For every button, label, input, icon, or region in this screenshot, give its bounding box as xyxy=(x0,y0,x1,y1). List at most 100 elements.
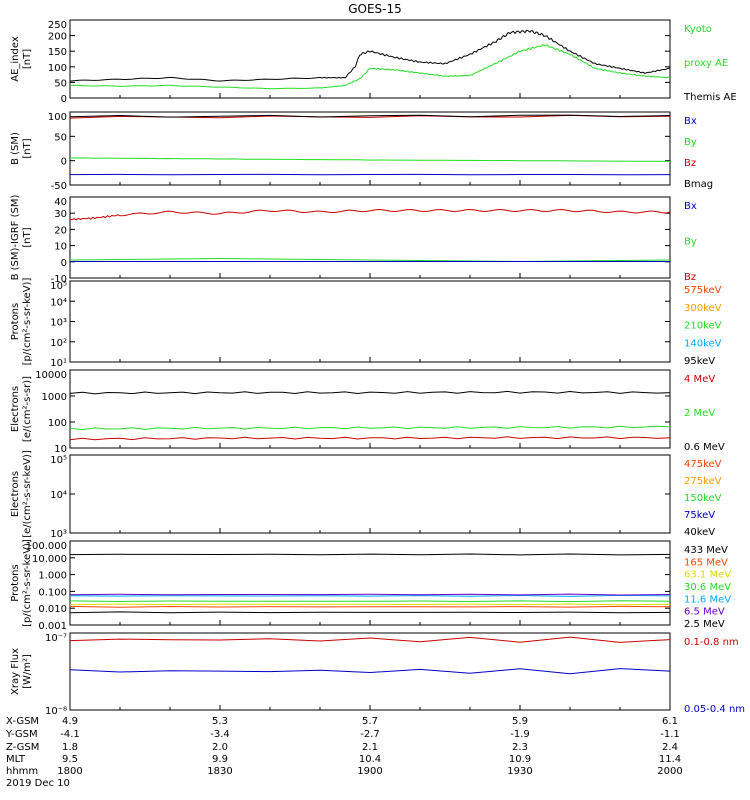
legend-entry: 140keV xyxy=(684,338,722,349)
panel-3: 10⁵ 10⁴ 10³ 10² 10¹ Protons [p/(cm²-s-sr-keV)]… xyxy=(10,278,722,369)
legend-entry: 165 MeV xyxy=(684,557,728,568)
x-axis-row-label: hhmm xyxy=(6,766,38,777)
x-axis-value: -1.1 xyxy=(660,729,680,740)
legend-entry: 75keV xyxy=(684,510,715,521)
y-tick-label: 100 xyxy=(48,63,67,74)
x-axis-value: 11.4 xyxy=(659,754,681,765)
legend-entry: 30.6 MeV xyxy=(684,582,731,593)
y-tick-label: 150 xyxy=(48,47,67,58)
panel-5: 10⁵ 10⁴ 10³ Electrons [e/(cm²-s-sr-keV)] 475k… xyxy=(10,450,722,540)
panel-6: 100.000 10.000 1.000 0.100 0.010 0.001 Protons… xyxy=(10,539,731,632)
panel-7: 10⁻⁷ 10⁻⁸ Xray Flux [W/m²] 0.1-0.8 nm 0.05-0.… xyxy=(10,632,745,717)
plot-title: GOES-15 xyxy=(348,2,402,16)
y-tick-label: 1.000 xyxy=(38,571,67,582)
legend-entry: 150keV xyxy=(684,493,722,504)
x-axis-value: 9.5 xyxy=(62,754,78,765)
x-axis-value: 1900 xyxy=(357,766,382,777)
x-axis-row-label: Y-GSM xyxy=(5,729,38,740)
x-axis-value: -4.1 xyxy=(60,729,80,740)
y-axis-label: Electrons xyxy=(10,386,21,432)
series-line-4-mev xyxy=(69,436,671,441)
series-line-themis-ae xyxy=(69,29,671,82)
legend-entry: 275keV xyxy=(684,476,722,487)
legend-entry: Bmag xyxy=(684,179,713,190)
y-tick-label: 10 xyxy=(54,444,67,455)
y-tick-label: 30 xyxy=(54,209,67,220)
x-axis-value: -1.9 xyxy=(510,729,530,740)
y-tick-label: 10.000 xyxy=(32,554,67,565)
legend-entry: 6.5 MeV xyxy=(684,607,725,618)
series-line-0-05-0-4-nm xyxy=(69,668,671,675)
y-tick-label: 10⁴ xyxy=(50,297,67,308)
legend-entry: 11.6 MeV xyxy=(684,594,731,605)
x-axis-value: 1930 xyxy=(507,766,532,777)
x-axis-row-label: Z-GSM xyxy=(6,742,39,753)
legend-entry: Bx xyxy=(684,201,697,212)
y-tick-label: 10¹ xyxy=(50,358,67,369)
legend-entry: 433 MeV xyxy=(684,545,728,556)
y-tick-label: 10 xyxy=(54,242,67,253)
y-tick-label: 10² xyxy=(50,338,67,349)
y-tick-label: 0 xyxy=(61,258,67,269)
x-axis-value: 5.9 xyxy=(512,716,528,727)
x-axis-value: 5.7 xyxy=(362,716,378,727)
series-line-by xyxy=(69,157,671,162)
x-axis-row-label: MLT xyxy=(6,754,26,765)
x-axis-value: 1800 xyxy=(57,766,82,777)
legend-entry: 0.1-0.8 nm xyxy=(684,637,739,648)
panel-4: 10000 1000 100 10 Electrons [e/(cm²-s-sr)] 4 M… xyxy=(10,369,725,455)
legend-entry: 300keV xyxy=(684,303,722,314)
y-tick-label: 40 xyxy=(54,197,67,208)
y-tick-label: 0.010 xyxy=(38,604,67,615)
series-line-0-6-mev xyxy=(69,390,671,395)
x-axis-value: 2000 xyxy=(657,766,682,777)
legend-entry: 475keV xyxy=(684,459,722,470)
y-axis-label: Protons xyxy=(10,564,21,601)
x-axis-value: 1830 xyxy=(207,766,232,777)
x-axis-value: 2.4 xyxy=(662,742,678,753)
panel-frame xyxy=(69,369,671,449)
series-line-30-6-mev xyxy=(69,600,671,603)
x-axis-value: -3.4 xyxy=(210,729,230,740)
series-line-11-6-mev xyxy=(69,594,671,597)
x-axis-value: 10.4 xyxy=(359,754,381,765)
panel-frame xyxy=(69,280,671,363)
legend-entry: 0.6 MeV xyxy=(684,442,725,453)
y-axis-label: [e/(cm²-s-sr-keV)] xyxy=(22,450,33,538)
x-axis-value: 6.1 xyxy=(662,716,678,727)
y-axis-label: AE_index xyxy=(10,36,21,82)
series-line-165-mev xyxy=(69,605,671,608)
legend-entry: 575keV xyxy=(684,285,722,296)
y-tick-label: 0.100 xyxy=(38,587,67,598)
x-axis-value: 2.0 xyxy=(212,742,228,753)
y-tick-label: 10³ xyxy=(50,318,67,329)
series-line-2-5-mev xyxy=(69,611,671,614)
x-axis-value: 4.9 xyxy=(62,716,78,727)
y-axis-label: Protons xyxy=(10,303,21,340)
y-axis-label: B (SM)-IGRF (SM) xyxy=(10,195,21,281)
y-axis-label: Electrons xyxy=(10,471,21,517)
y-axis-label: [W/m²] xyxy=(22,654,33,689)
date-label: 2019 Dec 10 xyxy=(6,778,70,789)
series-line-6-5-mev xyxy=(69,593,671,596)
y-axis-label: [e/(cm²-s-sr)] xyxy=(22,376,33,442)
legend-entry: 4 MeV xyxy=(684,374,715,385)
y-tick-label: 250 xyxy=(48,20,67,31)
series-line-0-1-0-8-nm xyxy=(69,636,671,643)
series-line-bmag xyxy=(69,114,671,118)
legend-entry: Bz xyxy=(684,158,696,169)
y-tick-label: -10 xyxy=(51,274,67,285)
panel-1: 100 50 0 -50 B (SM) [nT] Bx By Bz Bmag xyxy=(10,111,713,192)
y-tick-label: 0 xyxy=(61,94,67,105)
legend-entry: Themis AE xyxy=(683,92,737,103)
legend-entry: 2 MeV xyxy=(684,408,715,419)
series-line-63-1-mev xyxy=(69,603,671,606)
y-tick-label: -50 xyxy=(51,181,67,192)
x-axis-value: 2.1 xyxy=(362,742,378,753)
y-tick-label: 100 xyxy=(48,112,67,123)
legend-entry: Kyoto xyxy=(684,24,712,35)
y-tick-label: 0 xyxy=(61,157,67,168)
